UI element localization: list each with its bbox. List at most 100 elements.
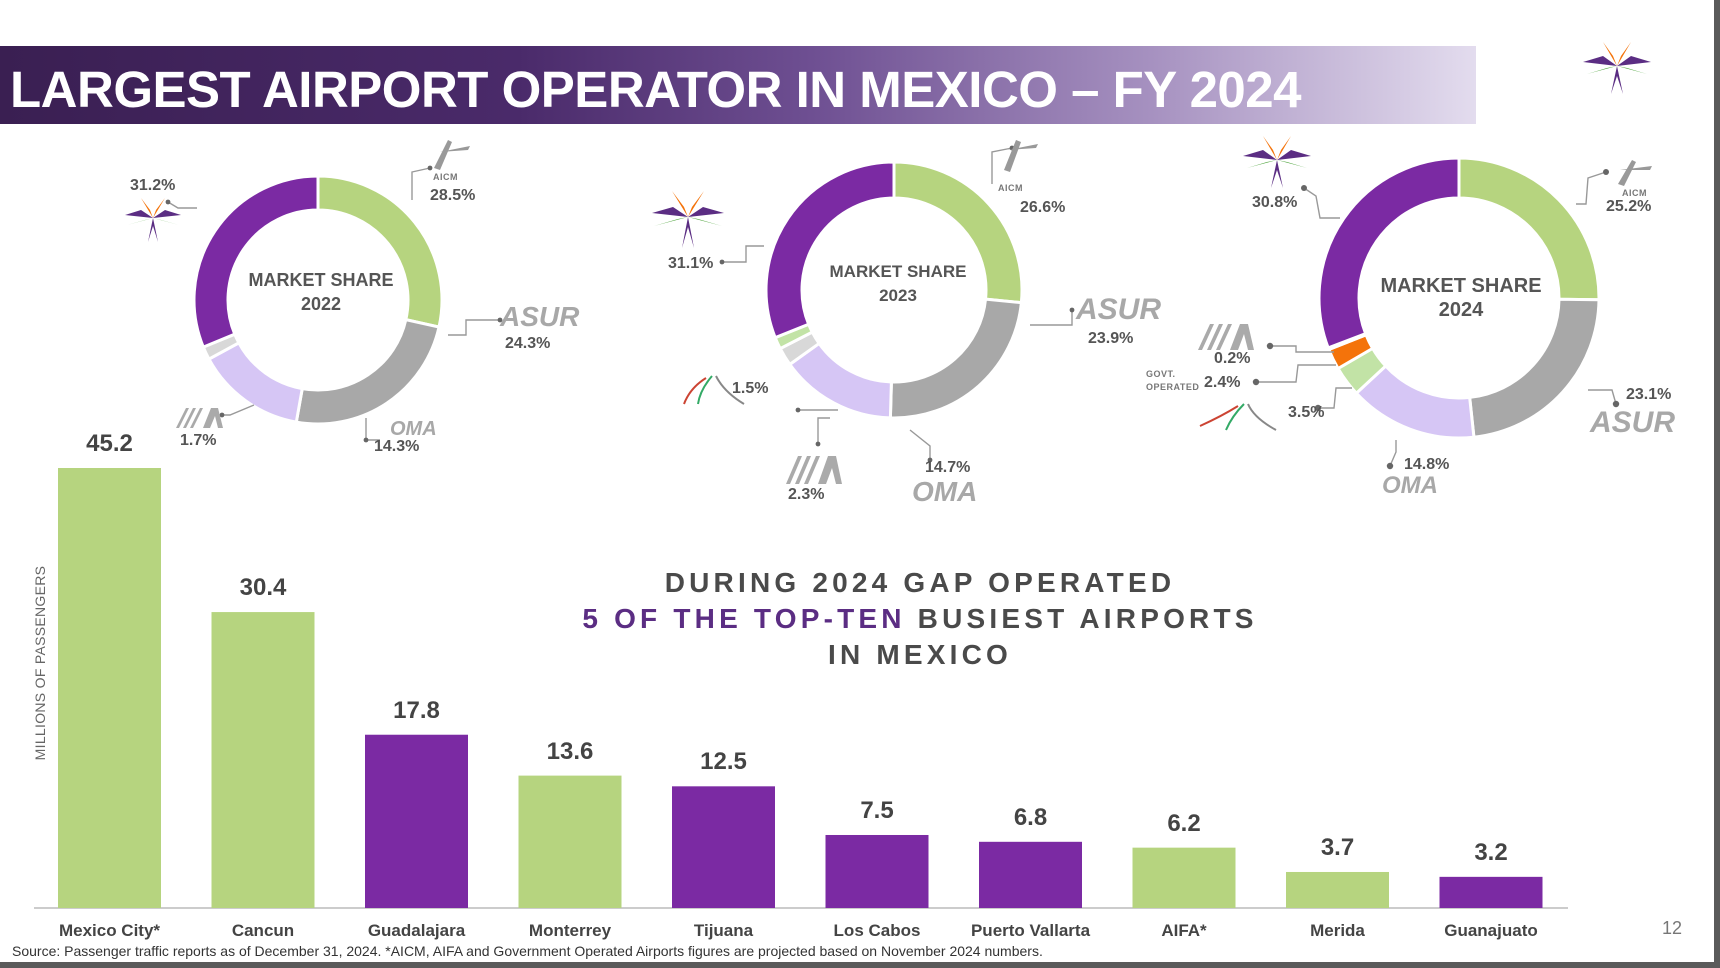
aifa-icon-2024 bbox=[1198, 324, 1254, 350]
pie-2023-center-line1: MARKET SHARE bbox=[829, 262, 967, 281]
pie-2023-center-line2: 2023 bbox=[879, 286, 917, 305]
pie-2022-oma-brand: OMA bbox=[390, 418, 437, 440]
bar-value-label: 30.4 bbox=[239, 574, 287, 602]
pie-2024-govt-brand-line1: GOVT. bbox=[1146, 369, 1176, 379]
bar-puerto-vallarta bbox=[979, 841, 1082, 908]
bar-value-label: 7.5 bbox=[860, 796, 894, 824]
gap-logo-icon bbox=[1583, 42, 1651, 94]
bar-value-label: 6.8 bbox=[1013, 803, 1048, 831]
wings-icon-2024 bbox=[1199, 403, 1277, 431]
pie-2022-asur-brand: ASUR bbox=[500, 301, 580, 332]
market-share-2023-donut bbox=[764, 160, 1024, 420]
pie-2023-other-label: 1.5% bbox=[732, 380, 769, 397]
pie-2022-aicm-label: 28.5% bbox=[430, 187, 476, 204]
bar-merida bbox=[1286, 871, 1389, 908]
aicm-icon-2024 bbox=[1618, 160, 1652, 186]
pie-2023-center-label: MARKET SHARE 2023 bbox=[808, 260, 988, 308]
statement-line1: DURING 2024 GAP OPERATED bbox=[664, 567, 1176, 598]
pie-2022-center-line2: 2022 bbox=[300, 294, 342, 314]
bar-value-label: 17.8 bbox=[393, 696, 440, 724]
pie-2024-govt-brand-line2: OPERATED bbox=[1146, 382, 1200, 392]
bar-category-label: Guadalajara bbox=[367, 921, 466, 940]
pie-slice-gap bbox=[192, 174, 320, 350]
bar-value-label: 12.5 bbox=[700, 748, 747, 776]
gap-logo-2023-icon bbox=[652, 191, 724, 248]
pie-2022-asur-label: 24.3% bbox=[505, 335, 551, 352]
bar-value-label: 3.7 bbox=[1320, 833, 1355, 861]
pie-2024-center-label: MARKET SHARE 2024 bbox=[1368, 274, 1554, 322]
bar-category-label: Los Cabos bbox=[833, 921, 921, 940]
bar-aifa- bbox=[1132, 847, 1236, 908]
bar-category-label: Puerto Vallarta bbox=[970, 921, 1091, 940]
wings-icon-2023 bbox=[683, 375, 745, 405]
pie-2023-aifa-label: 2.3% bbox=[788, 486, 825, 503]
page-number: 12 bbox=[1662, 918, 1683, 938]
pie-2022-center-line1: MARKET SHARE bbox=[248, 270, 394, 290]
pie-2024-center-line2: 2024 bbox=[1438, 299, 1484, 321]
bar-value-label: 6.2 bbox=[1167, 809, 1201, 837]
pie-2023-gap-label: 31.1% bbox=[668, 255, 714, 272]
gap-logo-2022-icon bbox=[125, 198, 181, 242]
pie-2022-aicm-brand: AICM bbox=[433, 172, 458, 182]
pie-2024-oma-label: 14.8% bbox=[1404, 456, 1450, 473]
title-band bbox=[0, 46, 1476, 124]
pie-2023-aicm-brand: AICM bbox=[998, 183, 1023, 193]
pie-2024-govt-label: 2.4% bbox=[1204, 374, 1241, 391]
pie-2022-center-label: MARKET SHARE 2022 bbox=[236, 268, 406, 316]
pie-2023-oma-label: 14.7% bbox=[925, 459, 971, 476]
pie-slice-gap bbox=[764, 160, 896, 340]
bar-guadalajara bbox=[365, 734, 468, 908]
pie-2022-gap-label: 31.2% bbox=[130, 177, 176, 194]
statement-highlight: 5 OF THE TOP-TEN bbox=[582, 603, 906, 634]
statement-line2: 5 OF THE TOP-TEN BUSIEST AIRPORTS bbox=[560, 601, 1280, 637]
pie-2022-aifa-label: 1.7% bbox=[180, 432, 217, 449]
bar-value-label: 13.6 bbox=[546, 737, 594, 765]
bar-category-label: Guanajuato bbox=[1444, 921, 1538, 940]
pie-2024-asur-brand: ASUR bbox=[1590, 406, 1676, 439]
source-note: Source: Passenger traffic reports as of … bbox=[12, 943, 1043, 959]
pie-2023-aicm-label: 26.6% bbox=[1020, 199, 1066, 216]
pie-2024-asur-label: 23.1% bbox=[1626, 386, 1672, 403]
aicm-icon-2023 bbox=[1004, 140, 1038, 172]
page-title: LARGEST AIRPORT OPERATOR IN MEXICO – FY … bbox=[10, 61, 1302, 118]
bar-mexico-city- bbox=[58, 468, 161, 908]
bar-value-label: 45.2 bbox=[86, 430, 133, 457]
bar-cancun bbox=[211, 612, 315, 908]
pie-2024-aicm-brand: AICM bbox=[1622, 188, 1647, 198]
bar-value-label: 3.2 bbox=[1474, 838, 1508, 866]
bar-tijuana bbox=[672, 786, 775, 908]
bar-monterrey bbox=[518, 775, 622, 908]
bar-category-label: Cancun bbox=[231, 921, 295, 940]
statement-line3: IN MEXICO bbox=[827, 639, 1013, 670]
pie-2024-gap-label: 30.8% bbox=[1252, 194, 1298, 211]
pie-2024-other-label: 3.5% bbox=[1288, 404, 1325, 421]
pie-2023-oma-brand: OMA bbox=[912, 476, 978, 507]
pie-slice-gap bbox=[1317, 156, 1461, 350]
bar-category-label: Tijuana bbox=[693, 921, 754, 940]
top-ten-statement: DURING 2024 GAP OPERATED 5 OF THE TOP-TE… bbox=[560, 565, 1280, 673]
bar-guanajuato bbox=[1439, 876, 1543, 908]
pie-2023-asur-brand: ASUR bbox=[1076, 293, 1162, 326]
aicm-icon-2022 bbox=[434, 140, 470, 170]
gap-logo-2024-icon bbox=[1243, 136, 1311, 188]
pie-2024-aicm-label: 25.2% bbox=[1606, 198, 1652, 215]
market-share-2022-donut bbox=[192, 174, 444, 426]
bar-category-label: AIFA* bbox=[1161, 921, 1207, 940]
bar-category-label: Merida bbox=[1310, 921, 1365, 940]
pie-2022-oma-label: 14.3% bbox=[374, 438, 420, 455]
aifa-icon-2023 bbox=[786, 456, 842, 484]
market-share-2024-donut bbox=[1317, 156, 1601, 440]
pie-2024-aifa-label: 0.2% bbox=[1214, 350, 1251, 367]
pie-2024-center-line1: MARKET SHARE bbox=[1380, 275, 1542, 297]
statement-line2-rest: BUSIEST AIRPORTS bbox=[905, 603, 1258, 634]
aifa-icon-2022 bbox=[176, 408, 223, 428]
pie-2024-oma-brand: OMA bbox=[1382, 472, 1438, 499]
bar-category-label: Mexico City* bbox=[58, 921, 161, 940]
pie-2023-asur-label: 23.9% bbox=[1088, 330, 1134, 347]
bar-los-cabos bbox=[825, 834, 929, 908]
bar-category-label: Monterrey bbox=[528, 921, 612, 940]
